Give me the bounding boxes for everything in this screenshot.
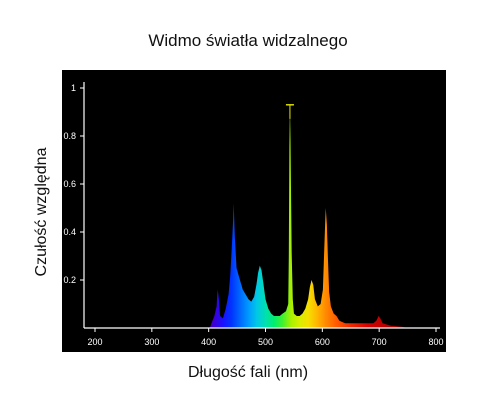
x-tick-label: 400 — [201, 337, 216, 347]
y-tick-label: 0.6 — [63, 179, 76, 189]
x-axis-label: Długość fali (nm) — [188, 364, 308, 381]
spectrum-area — [209, 104, 408, 328]
y-tick-label: 0.8 — [63, 131, 76, 141]
x-tick-label: 500 — [258, 337, 273, 347]
axes-layer — [83, 82, 440, 329]
x-tick-label: 300 — [144, 337, 159, 347]
y-tick-label: 0.4 — [63, 227, 76, 237]
y-tick-label: 1 — [71, 83, 76, 93]
x-tick-label: 700 — [372, 337, 387, 347]
spectrum-layer — [209, 104, 408, 328]
x-tick-label: 200 — [87, 337, 102, 347]
annotation-layer — [285, 104, 294, 119]
y-axis-label: Czułość względna — [33, 147, 50, 276]
x-tick-label: 600 — [315, 337, 330, 347]
chart-title: Widmo światła widzalnego — [148, 31, 347, 50]
x-tick-label: 800 — [428, 337, 443, 347]
y-tick-label: 0.2 — [63, 275, 76, 285]
ticks-layer: 200 300 400 500 600 700 800 0.2 0.4 0.6 0.8 1 — [63, 83, 443, 347]
